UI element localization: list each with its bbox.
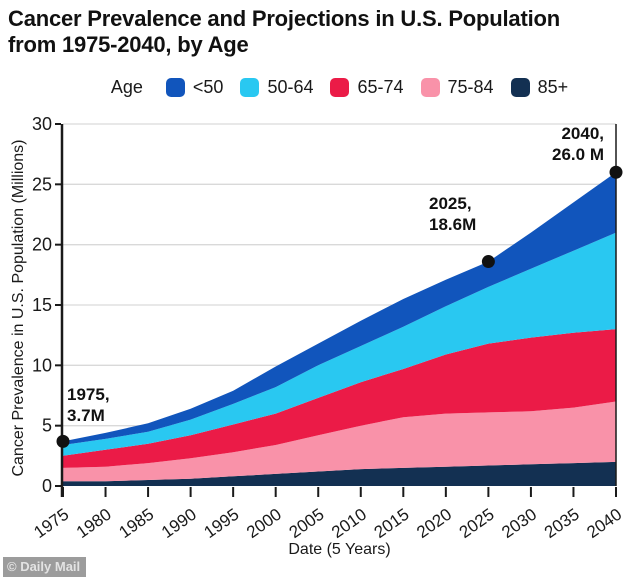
y-tick-label-10: 10 bbox=[32, 355, 52, 375]
annotation-2040-year: 2040, bbox=[561, 124, 604, 143]
watermark: © Daily Mail bbox=[3, 557, 87, 577]
legend-item-85+: 85+ bbox=[510, 76, 569, 98]
legend-title: Age bbox=[110, 76, 143, 97]
y-tick-label-20: 20 bbox=[32, 235, 52, 255]
y-tick-label-0: 0 bbox=[42, 476, 52, 496]
annotation-1975-value: 3.7M bbox=[67, 406, 105, 425]
data-point-dot-1975 bbox=[56, 434, 70, 448]
legend-swatch-icon bbox=[330, 77, 350, 97]
chart-title-line1: Cancer Prevalence and Projections in U.S… bbox=[8, 6, 560, 31]
legend-item-label: 75-84 bbox=[447, 76, 494, 97]
data-point-dot-2025 bbox=[481, 255, 495, 269]
legend-swatch-icon bbox=[165, 77, 185, 97]
x-tick-label-2035: 2035 bbox=[541, 505, 583, 542]
legend-item-<50: <50 bbox=[165, 76, 224, 98]
x-tick-label-2000: 2000 bbox=[243, 505, 285, 542]
annotation-2040: 2040, 26.0 M bbox=[552, 123, 604, 165]
area-85+ bbox=[63, 461, 616, 486]
legend-swatch-icon bbox=[510, 77, 530, 97]
legend-item-label: <50 bbox=[192, 76, 224, 97]
y-tick-label-15: 15 bbox=[32, 295, 52, 315]
annotation-2025-value: 18.6M bbox=[429, 215, 477, 234]
legend-item-label: 65-74 bbox=[357, 76, 404, 97]
legend: Age <50 50-64 65-74 75-84 85+ bbox=[63, 74, 616, 100]
legend-item-75-84: 75-84 bbox=[420, 76, 494, 98]
x-tick-label-2030: 2030 bbox=[498, 505, 540, 542]
x-tick-label-2005: 2005 bbox=[286, 505, 328, 542]
legend-swatch-icon bbox=[240, 77, 260, 97]
annotation-2025-year: 2025, bbox=[429, 194, 472, 213]
legend-item-65-74: 65-74 bbox=[330, 76, 404, 98]
x-tick-label-1995: 1995 bbox=[201, 505, 243, 542]
x-tick-label-1990: 1990 bbox=[158, 505, 200, 542]
x-tick-label-2020: 2020 bbox=[413, 505, 455, 542]
area-75-84 bbox=[63, 401, 616, 482]
legend-item-label: 85+ bbox=[537, 76, 569, 97]
legend-item-50-64: 50-64 bbox=[240, 77, 313, 98]
x-tick-label-2015: 2015 bbox=[371, 505, 413, 542]
y-tick-label-25: 25 bbox=[32, 174, 52, 194]
x-tick-label-2010: 2010 bbox=[328, 505, 370, 542]
x-tick-label-1975: 1975 bbox=[30, 505, 72, 542]
annotation-1975: 1975, 3.7M bbox=[67, 384, 110, 426]
x-tick-label-1985: 1985 bbox=[115, 505, 157, 542]
y-tick-label-30: 30 bbox=[32, 114, 52, 134]
chart-title-line2: from 1975-2040, by Age bbox=[8, 32, 249, 57]
legend-swatch-icon bbox=[420, 77, 440, 97]
y-tick-label-5: 5 bbox=[42, 416, 52, 436]
x-tick-label-2025: 2025 bbox=[456, 505, 498, 542]
y-axis-title: Cancer Prevalence in U.S. Population (Mi… bbox=[10, 139, 27, 477]
x-tick-label-2040: 2040 bbox=[583, 505, 625, 542]
annotation-2040-value: 26.0 M bbox=[552, 145, 604, 164]
annotation-1975-year: 1975, bbox=[67, 385, 110, 404]
x-tick-label-1980: 1980 bbox=[73, 505, 115, 542]
legend-item-label: 50-64 bbox=[267, 76, 314, 97]
area-65-74 bbox=[63, 329, 616, 468]
annotation-2025: 2025, 18.6M bbox=[429, 193, 476, 235]
x-axis-title: Date (5 Years) bbox=[288, 541, 391, 558]
data-point-dot-2040 bbox=[609, 165, 623, 179]
chart-title: Cancer Prevalence and Projections in U.S… bbox=[8, 6, 628, 58]
